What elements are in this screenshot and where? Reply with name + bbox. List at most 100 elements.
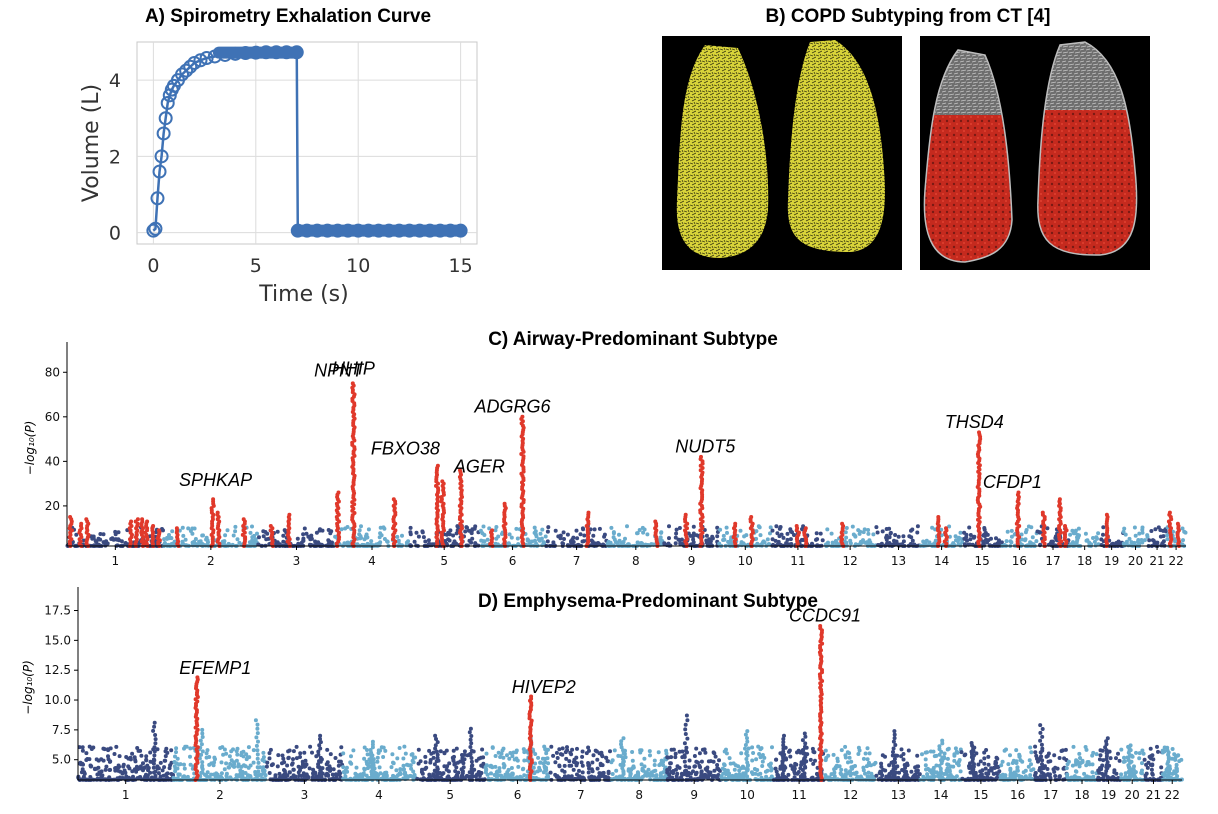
snp-point [954,774,959,779]
snp-point [903,765,908,770]
snp-point [298,768,302,773]
chromosome-label: 20 [1128,554,1143,568]
snp-point [400,533,404,538]
snp-point [253,770,258,774]
snp-point [264,764,269,769]
snp-point [453,769,458,774]
snp-point [887,763,892,768]
snp-point [496,750,501,755]
snp-point [926,766,930,771]
snp-point [481,524,486,529]
snp-point [1096,531,1101,536]
snp-point [579,760,584,765]
snp-point [117,754,122,759]
snp-point [231,747,235,752]
snp-point [408,763,413,768]
snp-point [365,761,369,766]
snp-point [461,761,466,766]
snp-point [887,542,892,547]
chromosome-label: 21 [1149,554,1164,568]
snp-point [601,774,606,779]
snp-point [715,534,720,539]
snp-point [884,537,889,542]
snp-point [800,527,804,532]
snp-point [1034,753,1039,758]
snp-point [514,756,519,761]
snp-point [383,748,388,753]
snp-point [255,531,259,536]
snp-point [769,767,774,771]
gene-label: CFDP1 [983,472,1042,492]
snp-point [768,761,773,766]
snp-point [677,538,682,543]
snp-point [1010,773,1015,778]
snp-point [466,528,471,533]
snp-point [702,747,707,752]
snp-point [1011,758,1016,763]
y-tick-label: 20 [45,499,60,513]
snp-point [429,543,434,548]
snp-point [715,525,720,530]
snp-point [1098,748,1103,753]
snp-point [968,533,973,537]
snp-point [794,762,799,767]
snp-point [756,744,761,749]
snp-point [788,763,793,768]
snp-point [788,754,793,759]
snp-point [722,537,727,542]
snp-point [586,761,591,765]
snp-point [481,539,486,544]
snp-point [960,540,965,545]
chromosome-label: 8 [632,554,640,568]
snp-point [139,753,144,758]
snp-point [166,536,171,541]
snp-point [945,756,950,761]
snp-point [760,764,765,768]
snp-point [306,775,311,780]
chromosome-label: 18 [1077,554,1092,568]
snp-point [411,760,416,765]
snp-point [897,770,902,775]
snp-point [1045,753,1050,758]
snp-point [667,773,672,777]
snp-point [826,753,831,758]
snp-point [1149,529,1154,533]
snp-point [652,758,657,763]
significant-snp [1016,490,1021,495]
snp-point [416,534,421,539]
snp-point [162,765,167,770]
snp-point [328,766,333,771]
snp-point [514,526,519,531]
snp-point [694,746,699,751]
snp-point [644,770,649,775]
snp-point [1030,535,1035,540]
snp-point [858,774,863,779]
snp-point [858,529,863,534]
snp-point [847,755,852,760]
snp-point [634,774,639,779]
snp-point [667,524,671,529]
snp-point [924,538,929,543]
snp-point [175,766,180,771]
snp-point [108,746,113,751]
snp-point [314,530,319,535]
snp-point [507,532,512,537]
snp-point [1042,775,1047,780]
snp-point [391,761,396,766]
snp-point [1161,528,1166,533]
snp-point [1077,533,1081,538]
snp-point [1071,744,1076,749]
snp-point [446,769,451,774]
snp-point [246,745,251,750]
snp-point [238,771,243,775]
y-tick-label: 0 [109,223,121,245]
snp-point [887,526,892,531]
snp-point [612,537,617,542]
snp-point [814,537,818,542]
snp-point [508,751,513,755]
snp-point [177,772,182,777]
snp-point [390,752,395,757]
snp-point [1023,768,1028,773]
snp-point [1029,750,1034,755]
snp-point [267,756,272,761]
